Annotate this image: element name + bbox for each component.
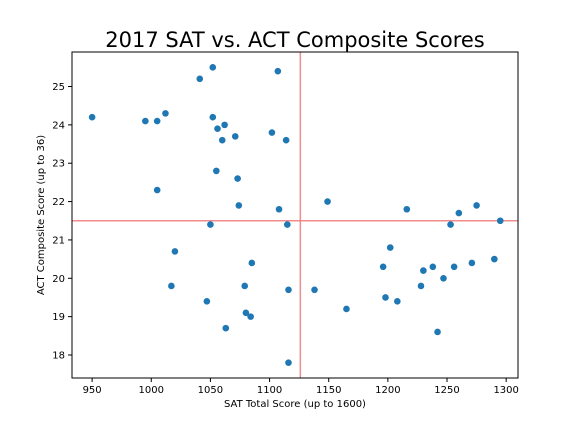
y-axis-label: ACT Composite Score (up to 36) [36,135,47,295]
x-tick-label: 950 [83,385,102,396]
data-point [382,294,389,301]
data-point [153,186,161,194]
data-point [221,121,228,129]
x-tick-label: 1000 [139,385,164,396]
data-point [142,117,149,125]
data-point [311,286,318,294]
data-point [209,64,217,71]
data-point [429,263,437,271]
data-point [234,175,241,182]
data-point [285,359,292,366]
data-point [242,309,250,317]
x-tick-label: 1050 [198,385,223,396]
x-tick-label: 1250 [434,385,459,396]
data-point [196,75,204,83]
y-tick-label: 22 [52,197,65,208]
data-point [222,324,230,332]
data-point [209,113,217,121]
data-point [403,205,411,213]
data-point [324,198,331,205]
y-tick-label: 25 [52,82,65,93]
y-axis-ticks: 18 19 20 21 22 23 24 25 [52,82,72,361]
data-point [386,244,394,251]
data-point [213,167,220,175]
data-point [248,259,256,267]
data-point [282,136,290,144]
data-point [218,136,226,144]
y-tick-label: 24 [52,120,65,131]
data-point [496,217,504,225]
chart-title: 2017 SAT vs. ACT Composite Scores [105,28,484,52]
data-point [447,221,454,228]
x-tick-label: 1150 [316,385,341,396]
data-point [214,125,221,133]
data-point [88,113,96,121]
data-point [420,267,427,274]
data-point [274,67,282,75]
data-point [275,205,283,213]
data-point [491,255,498,263]
data-point [450,263,458,271]
data-point [235,202,243,209]
data-point [203,297,211,305]
data-point [171,248,179,255]
x-axis-label: SAT Total Score (up to 1600) [224,399,366,410]
x-tick-label: 1300 [493,385,518,396]
data-point [379,263,387,271]
data-point [394,297,401,305]
x-axis-ticks: 950 1000 1050 1100 1150 1200 1250 1300 [83,378,519,396]
data-points [88,64,504,366]
data-point [434,328,441,336]
data-point [440,274,447,282]
data-point [417,282,425,290]
y-tick-label: 21 [52,235,65,246]
data-point [241,282,249,290]
reference-lines [72,52,518,378]
data-point [268,129,276,136]
data-point [247,313,254,320]
y-tick-label: 19 [52,312,65,323]
data-point [343,305,350,313]
data-point [468,259,476,267]
data-point [231,133,239,140]
data-point [162,110,169,117]
data-point [153,117,161,125]
plot-frame [71,51,519,379]
data-point [455,209,463,217]
data-point [284,221,291,228]
y-tick-label: 23 [52,159,65,170]
y-tick-label: 20 [52,274,65,285]
x-tick-label: 1100 [257,385,282,396]
data-point [168,282,175,290]
y-tick-label: 18 [52,350,65,361]
data-point [285,286,292,294]
data-point [473,202,480,209]
data-point [207,221,214,228]
x-tick-label: 1200 [375,385,400,396]
